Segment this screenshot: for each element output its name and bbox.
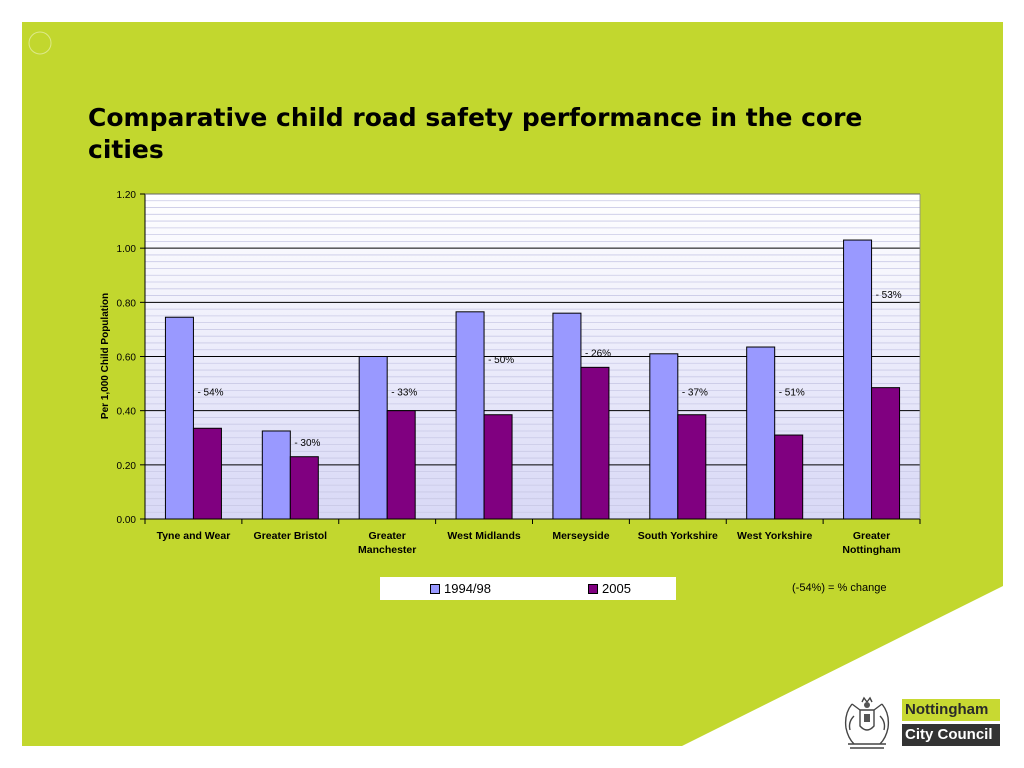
x-category-label: West Yorkshire bbox=[737, 530, 812, 542]
y-tick-label: 0.20 bbox=[117, 461, 137, 472]
legend-swatch-icon bbox=[588, 583, 598, 594]
decorative-circle-icon bbox=[28, 31, 52, 55]
bar-series2 bbox=[192, 427, 222, 520]
bar-series2 bbox=[677, 414, 707, 520]
bar-series1 bbox=[649, 353, 679, 520]
bar-series1 bbox=[164, 316, 194, 520]
bar-series1 bbox=[455, 311, 485, 520]
legend-label: 2005 bbox=[602, 581, 631, 596]
chart-legend: 1994/98 2005 bbox=[380, 577, 676, 600]
bar-series1 bbox=[358, 356, 388, 520]
y-tick-label: 0.00 bbox=[117, 515, 137, 526]
labels: 0.00 0.20 0.40 0.60 0.80 1.00 1.20 Tyne and Wea… bbox=[117, 190, 902, 556]
coat-of-arms-icon bbox=[844, 696, 890, 749]
legend-item-2005: 2005 bbox=[588, 581, 631, 596]
legend-label: 1994/98 bbox=[444, 581, 491, 596]
x-category-label: Greater bbox=[369, 530, 406, 542]
percent-change-label: - 51% bbox=[779, 388, 805, 399]
percent-change-label: - 50% bbox=[488, 355, 514, 366]
y-tick-label: 1.20 bbox=[117, 190, 137, 201]
percent-change-label: - 53% bbox=[876, 290, 902, 301]
bar-series1 bbox=[552, 312, 582, 520]
percent-change-label: - 26% bbox=[585, 348, 611, 359]
bar-series2 bbox=[289, 456, 319, 520]
percent-change-label: - 37% bbox=[682, 388, 708, 399]
percent-change-note: (-54%) = % change bbox=[792, 582, 887, 594]
y-tick-label: 0.80 bbox=[117, 298, 137, 309]
major-gridlines bbox=[145, 193, 920, 466]
legend-item-1994-98: 1994/98 bbox=[430, 581, 491, 596]
logo-text-city-council: City Council bbox=[902, 724, 1000, 746]
percent-change-label: - 30% bbox=[294, 438, 320, 449]
x-category-label: South Yorkshire bbox=[638, 530, 718, 542]
bar-series2 bbox=[580, 366, 610, 520]
x-category-label: Manchester bbox=[358, 544, 416, 556]
x-category-label: Nottingham bbox=[842, 544, 900, 556]
logo-text-nottingham: Nottingham bbox=[902, 699, 1000, 721]
bar-series1 bbox=[261, 430, 291, 520]
x-category-label: Merseyside bbox=[552, 530, 609, 542]
x-category-label: Tyne and Wear bbox=[157, 530, 231, 542]
x-category-label: West Midlands bbox=[447, 530, 520, 542]
legend-swatch-icon bbox=[430, 583, 440, 594]
bar-series2 bbox=[483, 414, 513, 520]
x-category-label: Greater bbox=[853, 530, 890, 542]
bar-series1 bbox=[843, 239, 873, 520]
y-tick-label: 0.40 bbox=[117, 407, 137, 418]
bar-series2 bbox=[386, 410, 416, 520]
slide-title: Comparative child road safety performanc… bbox=[88, 103, 863, 164]
bar-series1 bbox=[746, 346, 776, 520]
bars bbox=[164, 239, 901, 520]
bar-series2 bbox=[774, 434, 804, 520]
bar-series2 bbox=[871, 387, 901, 520]
y-axis-label: Per 1,000 Child Population bbox=[100, 293, 111, 419]
y-tick-label: 1.00 bbox=[117, 244, 137, 255]
x-category-label: Greater Bristol bbox=[254, 530, 328, 542]
percent-change-label: - 33% bbox=[391, 388, 417, 399]
percent-change-label: - 54% bbox=[197, 388, 223, 399]
y-tick-label: 0.60 bbox=[117, 353, 137, 364]
